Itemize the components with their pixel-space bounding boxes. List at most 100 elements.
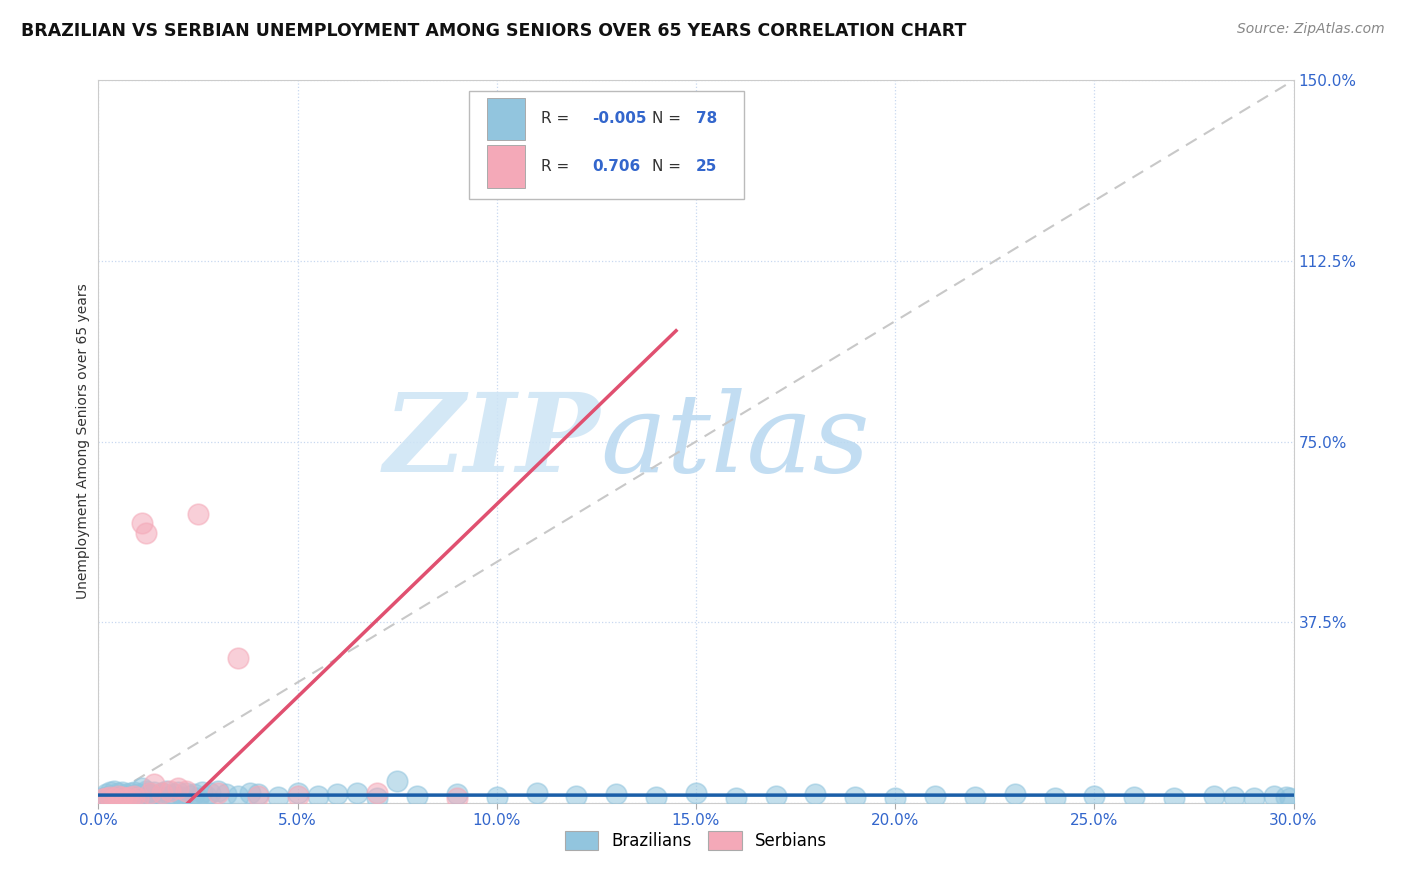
Point bbox=[685, 786, 707, 800]
Point bbox=[150, 786, 173, 800]
Point bbox=[195, 789, 218, 803]
Point bbox=[163, 787, 186, 801]
Point bbox=[159, 789, 181, 803]
Y-axis label: Unemployment Among Seniors over 65 years: Unemployment Among Seniors over 65 years bbox=[76, 284, 90, 599]
Point bbox=[139, 789, 162, 803]
Point bbox=[107, 789, 129, 803]
Point bbox=[215, 787, 238, 801]
Point bbox=[1004, 787, 1026, 801]
Point bbox=[120, 790, 142, 805]
Text: ZIP: ZIP bbox=[384, 388, 600, 495]
Point bbox=[246, 789, 269, 803]
Point bbox=[135, 786, 157, 800]
Point bbox=[124, 785, 146, 799]
FancyBboxPatch shape bbox=[470, 91, 744, 200]
Point bbox=[115, 791, 138, 805]
Point bbox=[98, 789, 122, 803]
Text: Source: ZipAtlas.com: Source: ZipAtlas.com bbox=[1237, 22, 1385, 37]
Point bbox=[124, 789, 146, 803]
Point bbox=[1223, 790, 1246, 805]
Text: N =: N = bbox=[652, 159, 686, 174]
Point bbox=[143, 776, 166, 790]
Point bbox=[724, 791, 747, 805]
Point bbox=[326, 787, 349, 801]
Point bbox=[98, 790, 122, 805]
Point bbox=[183, 787, 205, 801]
Point bbox=[207, 784, 229, 798]
Point bbox=[267, 790, 290, 805]
Point bbox=[884, 791, 907, 805]
Point bbox=[172, 790, 194, 805]
Point bbox=[143, 785, 166, 799]
Point bbox=[111, 789, 134, 803]
Point bbox=[159, 784, 181, 798]
Point bbox=[765, 789, 787, 803]
Point bbox=[226, 789, 249, 803]
Text: 25: 25 bbox=[696, 159, 717, 174]
Point bbox=[107, 786, 129, 800]
Point bbox=[645, 790, 668, 805]
Text: -0.005: -0.005 bbox=[592, 112, 647, 126]
Point bbox=[167, 785, 190, 799]
Point bbox=[526, 786, 548, 800]
Point bbox=[1083, 789, 1105, 803]
Point bbox=[98, 785, 122, 799]
Point bbox=[127, 791, 149, 805]
Point bbox=[115, 791, 138, 805]
Point bbox=[139, 786, 162, 800]
Point bbox=[207, 786, 229, 800]
Point bbox=[187, 507, 209, 521]
Point bbox=[155, 784, 177, 798]
Point bbox=[120, 786, 142, 800]
Point bbox=[96, 791, 118, 805]
Point bbox=[96, 787, 118, 801]
Point bbox=[131, 790, 153, 805]
Point bbox=[135, 526, 157, 541]
Point bbox=[565, 789, 588, 803]
Point bbox=[91, 791, 114, 805]
Legend: Brazilians, Serbians: Brazilians, Serbians bbox=[558, 824, 834, 857]
Point bbox=[127, 791, 149, 805]
Point bbox=[406, 789, 429, 803]
Point bbox=[103, 791, 125, 805]
Point bbox=[1243, 791, 1265, 805]
Text: N =: N = bbox=[652, 112, 686, 126]
Point bbox=[485, 790, 508, 805]
Point bbox=[1274, 790, 1296, 805]
Point bbox=[91, 792, 114, 806]
Point bbox=[366, 786, 388, 800]
Point bbox=[131, 781, 153, 796]
Point bbox=[124, 789, 146, 803]
Point bbox=[111, 790, 134, 805]
Point bbox=[924, 789, 946, 803]
Text: R =: R = bbox=[541, 159, 574, 174]
Point bbox=[131, 516, 153, 531]
Point bbox=[135, 784, 157, 798]
Point bbox=[226, 651, 249, 665]
Text: 78: 78 bbox=[696, 112, 717, 126]
Point bbox=[148, 790, 170, 805]
Point bbox=[127, 787, 149, 801]
FancyBboxPatch shape bbox=[486, 145, 524, 188]
Point bbox=[1202, 789, 1225, 803]
Point bbox=[366, 791, 388, 805]
Point bbox=[187, 791, 209, 805]
Point bbox=[139, 787, 162, 801]
Point bbox=[103, 784, 125, 798]
Point bbox=[111, 785, 134, 799]
Point bbox=[1123, 790, 1146, 805]
Point bbox=[287, 786, 309, 800]
Point bbox=[804, 787, 827, 801]
Point bbox=[346, 786, 368, 800]
Point bbox=[1278, 791, 1301, 805]
Point bbox=[115, 787, 138, 801]
Point bbox=[107, 790, 129, 805]
Point bbox=[167, 781, 190, 796]
Point bbox=[174, 786, 197, 800]
Point bbox=[307, 789, 329, 803]
Point bbox=[1263, 789, 1285, 803]
Point bbox=[287, 789, 309, 803]
Point bbox=[605, 787, 627, 801]
Text: atlas: atlas bbox=[600, 388, 870, 495]
Point bbox=[191, 785, 214, 799]
